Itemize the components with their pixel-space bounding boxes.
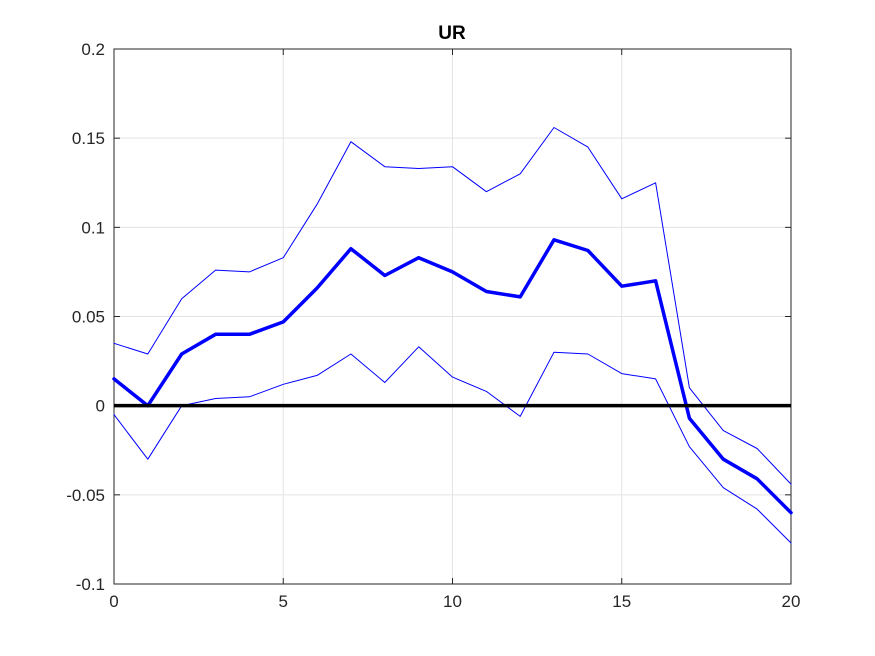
median-line <box>112 238 793 515</box>
x-tick-label: 10 <box>443 592 462 611</box>
axes <box>113 48 792 585</box>
tick-labels: 0 5 10 15 20 -0.1 -0.05 0 0.05 0.1 0.15 0.2 <box>66 40 800 611</box>
y-tick-label: 0.1 <box>81 218 105 237</box>
y-tick-label: 0.15 <box>72 129 105 148</box>
y-tick-label: -0.05 <box>66 486 105 505</box>
y-tick-label: 0.2 <box>81 40 105 59</box>
y-tick-label: 0.05 <box>72 308 105 327</box>
y-tick-label: 0 <box>96 397 105 416</box>
series-group <box>112 127 793 544</box>
chart-title: UR <box>438 23 466 44</box>
x-tick-label: 0 <box>109 592 118 611</box>
x-tick-label: 5 <box>279 592 288 611</box>
y-tick-label: -0.1 <box>76 575 105 594</box>
x-tick-label: 15 <box>612 592 631 611</box>
lower-band-line <box>113 346 792 544</box>
upper-band-line <box>113 127 792 485</box>
x-tick-label: 20 <box>782 592 801 611</box>
